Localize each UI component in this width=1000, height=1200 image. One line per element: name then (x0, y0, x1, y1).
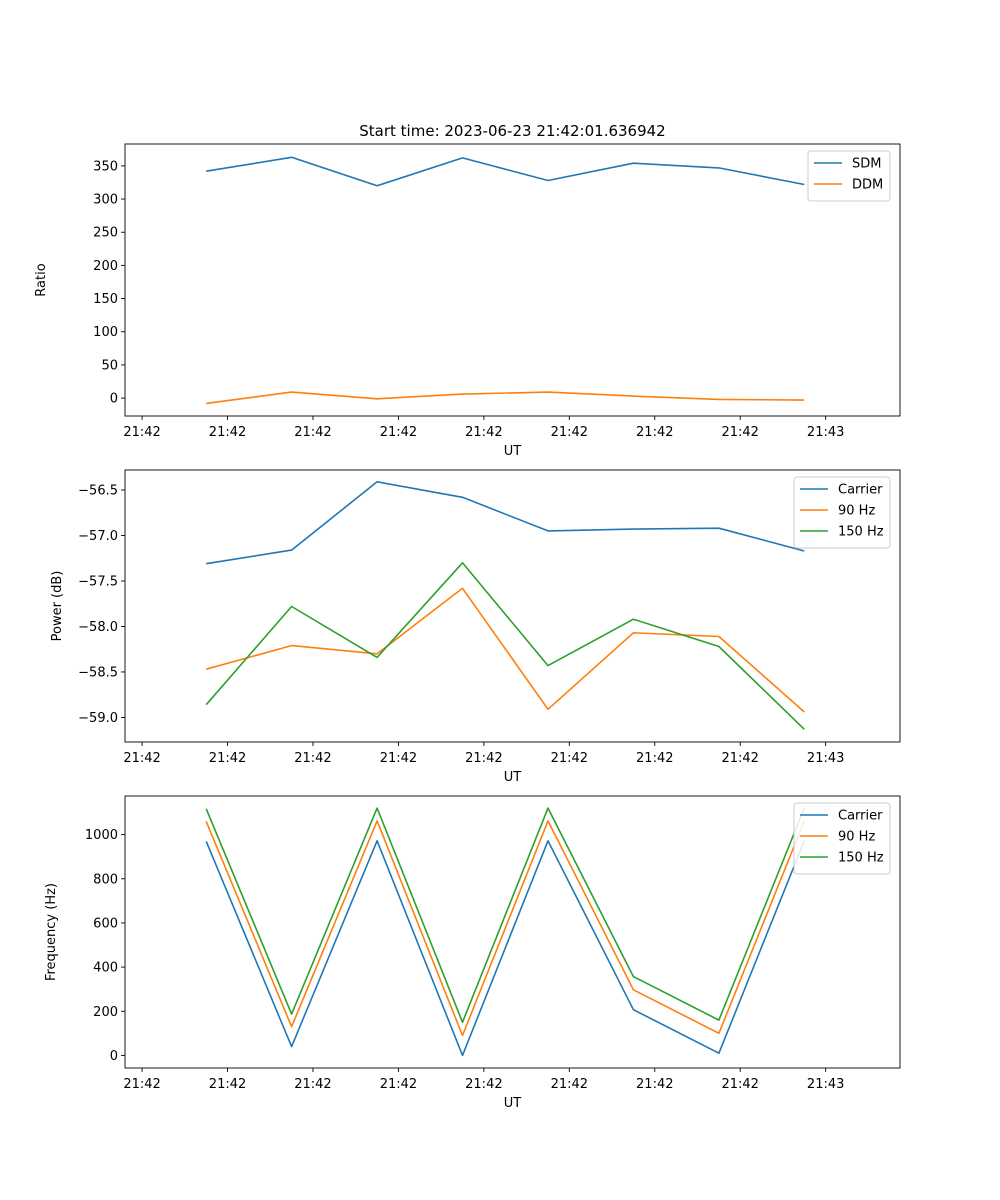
legend: SDM DDM (807, 150, 891, 202)
y-tick-label: −58.0 (78, 620, 118, 635)
y-tick-label: −56.5 (78, 484, 118, 499)
x-tick-label: 21:42 (380, 751, 417, 766)
x-tick-label: 21:43 (807, 751, 844, 766)
x-tick-label: 21:42 (721, 751, 758, 766)
x-tick-label: 21:42 (636, 1077, 673, 1092)
y-tick-label: 300 (93, 193, 118, 208)
x-tick-label: 21:42 (551, 751, 588, 766)
series-group (205, 807, 806, 1057)
x-tick-label: 21:42 (380, 425, 417, 440)
y-tick-label: 250 (93, 226, 118, 241)
x-tick-label: 21:42 (636, 425, 673, 440)
legend: Carrier 90 Hz 150 Hz (793, 476, 891, 549)
series-line-90-hz (205, 587, 805, 713)
y-axis-label: Power (dB) (50, 571, 65, 642)
series-group (206, 156, 805, 405)
x-tick-label: 21:43 (807, 425, 844, 440)
y-tick-label: 350 (93, 159, 118, 174)
legend-entry: Carrier (838, 483, 883, 498)
x-tick-label: 21:42 (209, 1077, 246, 1092)
legend-entry: 150 Hz (838, 525, 884, 540)
x-tick-label: 21:42 (380, 1077, 417, 1092)
legend-entry: DDM (852, 178, 883, 193)
y-tick-label: 200 (93, 259, 118, 274)
y-tick-label: 400 (93, 961, 118, 976)
series-line-carrier (205, 839, 806, 1057)
series-line-carrier (206, 480, 805, 565)
axes-frame (124, 795, 901, 1069)
legend-entry: 90 Hz (838, 830, 875, 845)
x-tick-label: 21:42 (123, 1077, 160, 1092)
y-axis-label: Frequency (Hz) (44, 883, 59, 981)
panel-power: 21:42 21:42 21:42 21:42 21:42 21:42 21:42 21:42… (50, 469, 901, 785)
series-line-90-hz (205, 820, 806, 1037)
x-tick-label: 21:42 (465, 1077, 502, 1092)
x-tick-label: 21:42 (551, 425, 588, 440)
y-tick-label: −59.0 (78, 711, 118, 726)
series-line-ddm (206, 391, 805, 405)
x-tick-label: 21:42 (123, 751, 160, 766)
x-tick-label: 21:42 (209, 751, 246, 766)
x-axis-label: UT (504, 444, 522, 459)
y-tick-label: −57.5 (78, 574, 118, 589)
x-tick-label: 21:42 (721, 1077, 758, 1092)
y-tick-label: 1000 (85, 828, 118, 843)
y-tick-label: 600 (93, 916, 118, 931)
legend-entry: 150 Hz (838, 851, 884, 866)
x-tick-label: 21:42 (636, 751, 673, 766)
x-tick-label: 21:42 (465, 425, 502, 440)
x-tick-label: 21:42 (465, 751, 502, 766)
panel-ratio: 21:42 21:42 21:42 21:42 21:42 21:42 21:42 21:42… (34, 143, 901, 459)
series-group (205, 480, 805, 730)
legend-entry: Carrier (838, 809, 883, 824)
x-axis-label: UT (504, 1096, 522, 1111)
series-line-150-hz (205, 561, 805, 730)
y-tick-label: 50 (101, 358, 118, 373)
y-tick-label: 150 (93, 292, 118, 307)
axes-frame (124, 469, 901, 743)
panel-frequency: 21:42 21:42 21:42 21:42 21:42 21:42 21:42 21:42… (44, 795, 901, 1111)
legend: Carrier 90 Hz 150 Hz (793, 802, 891, 875)
series-line-150-hz (205, 807, 806, 1024)
x-tick-label: 21:42 (551, 1077, 588, 1092)
x-tick-label: 21:43 (807, 1077, 844, 1092)
y-tick-label: 0 (110, 392, 118, 407)
x-axis-label: UT (504, 770, 522, 785)
y-tick-label: −57.0 (78, 529, 118, 544)
x-tick-label: 21:42 (294, 751, 331, 766)
x-tick-label: 21:42 (721, 425, 758, 440)
x-tick-label: 21:42 (123, 425, 160, 440)
legend-entry: 90 Hz (838, 504, 875, 519)
y-tick-label: 200 (93, 1005, 118, 1020)
x-tick-label: 21:42 (209, 425, 246, 440)
axes-frame (124, 143, 901, 417)
y-axis-label: Ratio (34, 263, 49, 296)
y-tick-label: 800 (93, 872, 118, 887)
series-line-sdm (206, 156, 805, 187)
y-tick-label: −58.5 (78, 665, 118, 680)
legend-entry: SDM (852, 157, 881, 172)
x-tick-label: 21:42 (294, 425, 331, 440)
x-tick-label: 21:42 (294, 1077, 331, 1092)
figure-title: Start time: 2023-06-23 21:42:01.636942 (359, 122, 665, 140)
y-tick-label: 0 (110, 1049, 118, 1064)
y-tick-label: 100 (93, 325, 118, 340)
